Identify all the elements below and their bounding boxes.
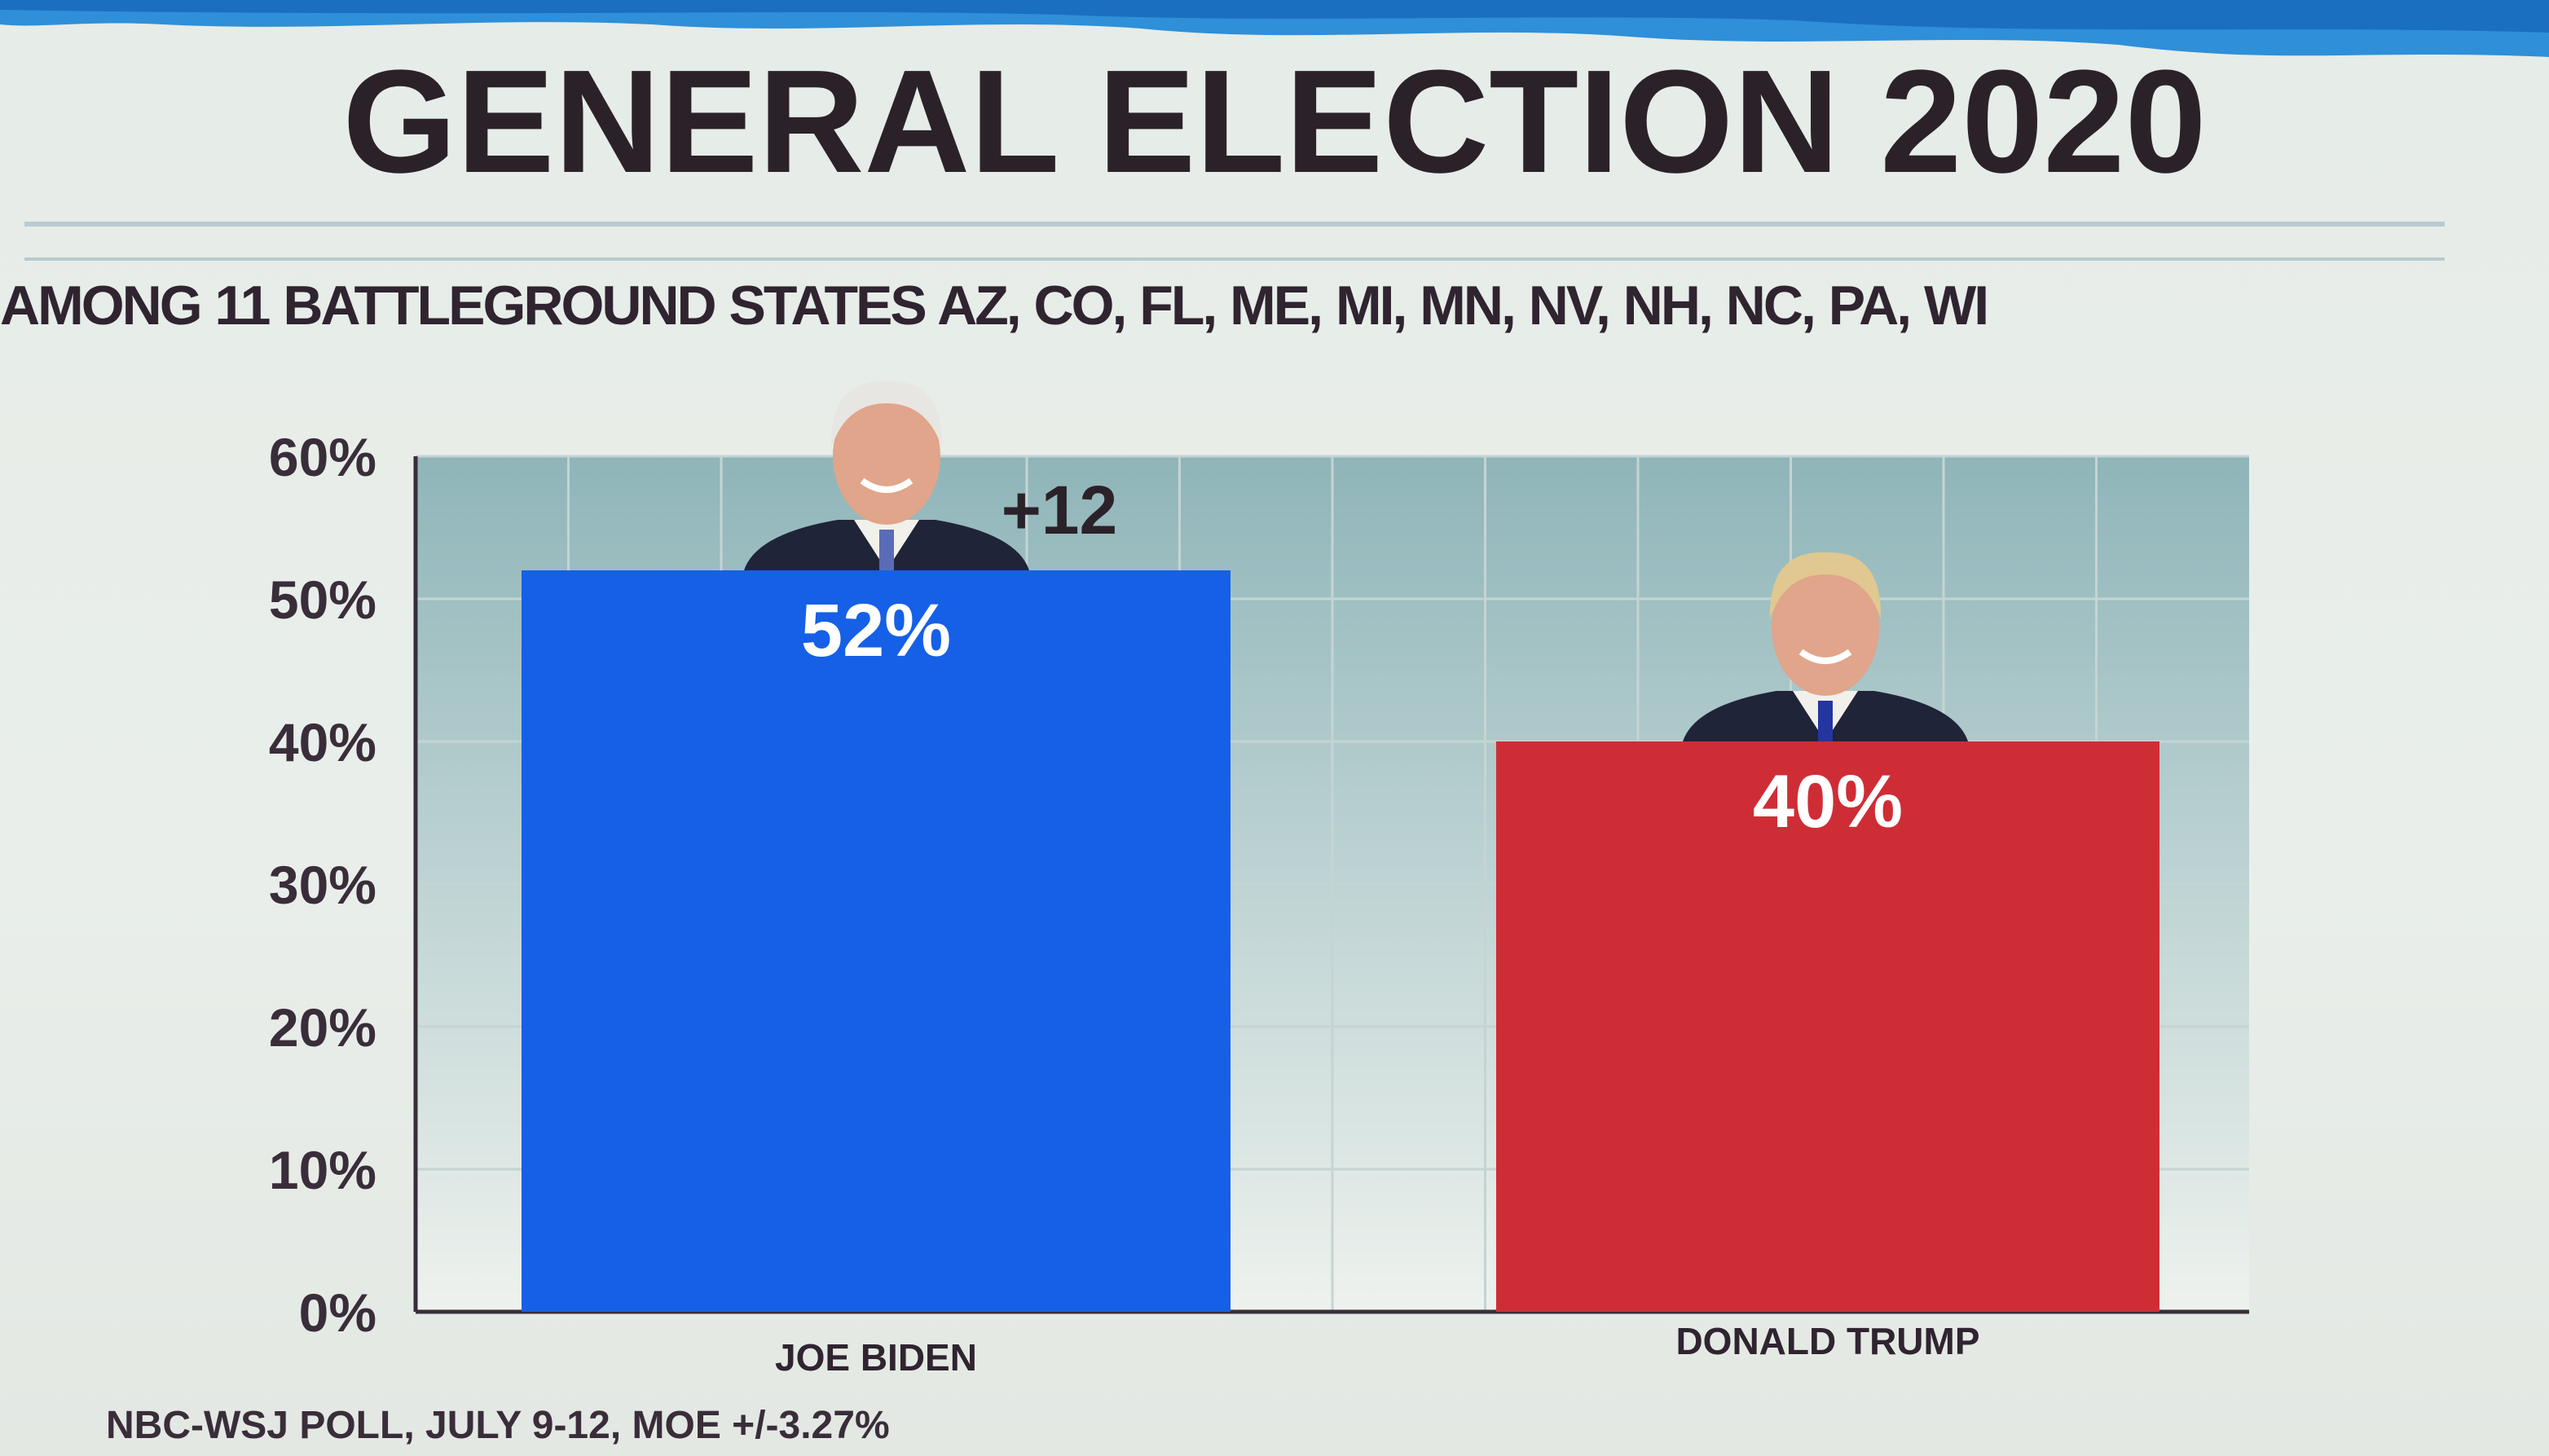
face [1772, 559, 1879, 696]
top-wave-band [0, 0, 2549, 57]
y-tick-label: 0% [299, 1282, 376, 1343]
bar-biden [522, 570, 1230, 1312]
tie [1818, 701, 1833, 741]
lead-margin-annotation: +12 [1002, 472, 1118, 548]
smile [860, 477, 914, 493]
candidate-photo [1683, 552, 1968, 741]
face [833, 388, 940, 525]
hair [830, 380, 943, 448]
candidate-photos [744, 380, 1968, 741]
y-tick-label: 60% [269, 427, 376, 487]
candidate-photo [744, 380, 1029, 570]
y-tick-label: 40% [269, 712, 376, 772]
y-tick-label: 20% [269, 997, 376, 1058]
title-divider-2 [24, 257, 2445, 261]
x-category-label: DONALD TRUMP [1675, 1320, 1979, 1362]
bar-value-label: 52% [801, 589, 951, 672]
chart-title: GENERAL ELECTION 2020 [342, 40, 2207, 204]
x-category-label: JOE BIDEN [775, 1336, 977, 1379]
bar-value-label: 40% [1753, 760, 1903, 843]
y-tick-label: 50% [269, 570, 376, 630]
title-divider [24, 222, 2445, 227]
smile [1798, 649, 1852, 664]
y-tick-label: 10% [269, 1140, 376, 1200]
tie [879, 530, 894, 570]
bars [522, 570, 2159, 1312]
y-axis-ticks: 0% 10% 20% 30% 40% 50% 60% [269, 427, 376, 1343]
bar-labels: 52% JOE BIDEN 40% DONALD TRUMP +12 [775, 472, 1980, 1379]
hair [1769, 552, 1882, 619]
source-footnote: NBC-WSJ POLL, JULY 9-12, MOE +/-3.27% [106, 1404, 890, 1447]
bar-trump [1496, 741, 2159, 1312]
chart-subtitle: AMONG 11 BATTLEGROUND STATES AZ, CO, FL,… [0, 275, 1989, 337]
y-tick-label: 30% [269, 855, 376, 915]
